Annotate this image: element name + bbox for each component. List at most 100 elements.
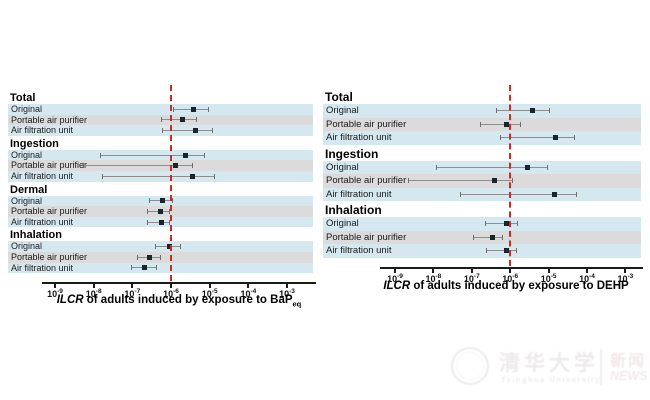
- error-bar-cap-left: [101, 173, 103, 179]
- data-point-marker: [183, 152, 189, 158]
- x-axis-title: ILCR of adults induced by exposure to Ba…: [56, 294, 302, 309]
- error-bar-cap-left: [100, 152, 102, 158]
- group-heading: Inhalation: [10, 229, 62, 242]
- error-bar-cap-left: [131, 265, 133, 271]
- error-bar-cap-left: [162, 128, 164, 133]
- error-bar-cap-left: [172, 106, 174, 112]
- error-bar: [473, 236, 503, 238]
- forest-row: Air filtration unit: [8, 125, 313, 136]
- error-bar: [101, 175, 216, 177]
- error-bar-cap-right: [191, 163, 193, 169]
- error-bar-cap-right: [179, 244, 181, 250]
- data-point-marker: [193, 128, 199, 133]
- x-axis-tick: [92, 284, 95, 288]
- row-label: Original: [326, 161, 359, 173]
- x-axis-tick: [131, 284, 134, 288]
- x-axis-tick-label: 10-4: [240, 288, 257, 299]
- row-label: Portable air purifier: [11, 114, 88, 125]
- error-bar-cap-right: [168, 209, 170, 214]
- watermark-org-en: Tsinghua University: [501, 375, 601, 384]
- error-bar-cap-right: [512, 178, 514, 184]
- tsinghua-logo-icon: [451, 347, 489, 385]
- error-bar-cap-left: [136, 254, 138, 260]
- error-bar-cap-left: [149, 198, 151, 204]
- data-point-marker: [180, 117, 186, 123]
- error-bar-cap-left: [147, 219, 149, 225]
- x-axis-tick: [432, 269, 435, 273]
- data-point-marker: [489, 234, 495, 240]
- row-label: Original: [11, 104, 43, 114]
- row-label: Air filtration unit: [11, 216, 74, 227]
- forest-row: Air filtration unit: [323, 244, 641, 258]
- data-point-marker: [551, 191, 557, 197]
- error-bar: [172, 108, 209, 110]
- error-bar: [83, 165, 193, 167]
- data-point-marker: [191, 106, 197, 112]
- group-heading: Total: [325, 90, 353, 104]
- reference-line: [509, 85, 512, 266]
- group-heading: Ingestion: [325, 146, 379, 161]
- reference-line: [170, 85, 172, 281]
- x-axis-tick-label: 10-9: [387, 273, 403, 284]
- error-bar-cap-right: [517, 221, 519, 227]
- group-heading: Ingestion: [10, 137, 59, 150]
- group-heading: Total: [10, 92, 36, 104]
- x-axis-tick-label: 10-7: [124, 288, 141, 299]
- x-axis-tick: [170, 284, 172, 288]
- error-bar-cap-left: [459, 191, 461, 197]
- error-bar: [496, 110, 551, 112]
- error-bar-cap-right: [196, 117, 197, 123]
- x-axis-tick-label: 10-7: [463, 273, 480, 284]
- row-label: Original: [326, 105, 359, 116]
- error-bar-cap-right: [168, 219, 170, 225]
- error-bar-cap-left: [485, 248, 487, 254]
- row-label: Air filtration unit: [326, 132, 392, 143]
- x-axis-tick: [624, 269, 627, 273]
- data-point-marker: [529, 108, 535, 114]
- data-point-marker: [503, 221, 509, 227]
- data-point-marker: [166, 244, 172, 250]
- row-label: Original: [326, 218, 359, 229]
- watermark-org-cn: 清华大学: [499, 352, 599, 375]
- row-label: Original: [11, 149, 43, 160]
- error-bar-cap-left: [436, 164, 438, 170]
- error-bar-cap-left: [408, 178, 410, 184]
- error-bar-cap-left: [473, 234, 475, 240]
- error-bar-cap-left: [83, 163, 84, 169]
- data-point-marker: [525, 164, 531, 170]
- data-point-marker: [159, 219, 165, 225]
- x-axis-line: [42, 282, 316, 284]
- error-bar-cap-left: [484, 221, 486, 227]
- error-bar-cap-right: [214, 173, 216, 179]
- x-axis-tick-label: 10-3: [617, 273, 634, 284]
- data-point-marker: [189, 173, 195, 179]
- forest-row: Air filtration unit: [323, 131, 641, 145]
- error-bar-cap-right: [549, 108, 551, 114]
- row-label: Portable air purifier: [326, 118, 407, 130]
- watermark-badge-en: NEWS: [610, 369, 648, 383]
- error-bar: [499, 137, 576, 139]
- forest-row: Portable air purifier: [8, 114, 313, 126]
- error-bar-cap-left: [147, 209, 149, 214]
- error-bar-cap-right: [502, 234, 504, 240]
- error-bar-cap-right: [547, 164, 549, 170]
- row-label: Original: [11, 241, 43, 252]
- x-axis-tick-label: 10-6: [502, 273, 519, 284]
- x-axis-title: ILCR of adults induced by exposure to DE…: [383, 280, 629, 292]
- x-axis-tick: [247, 284, 250, 288]
- error-bar-cap-right: [519, 121, 521, 127]
- error-bar-cap-left: [496, 108, 498, 114]
- row-label: Portable air purifier: [326, 231, 407, 243]
- data-point-marker: [158, 209, 164, 214]
- row-label: Original: [11, 195, 43, 206]
- x-axis-tick-label: 10-8: [85, 288, 102, 299]
- x-axis-tick: [470, 269, 473, 273]
- error-bar-cap-right: [171, 198, 173, 204]
- error-bar-cap-right: [207, 106, 209, 112]
- row-label: Portable air purifier: [11, 160, 88, 171]
- row-label: Portable air purifier: [11, 206, 88, 217]
- row-label: Air filtration unit: [11, 262, 74, 273]
- error-bar: [100, 154, 206, 156]
- error-bar-cap-left: [160, 117, 162, 123]
- forest-row: Original: [323, 104, 641, 118]
